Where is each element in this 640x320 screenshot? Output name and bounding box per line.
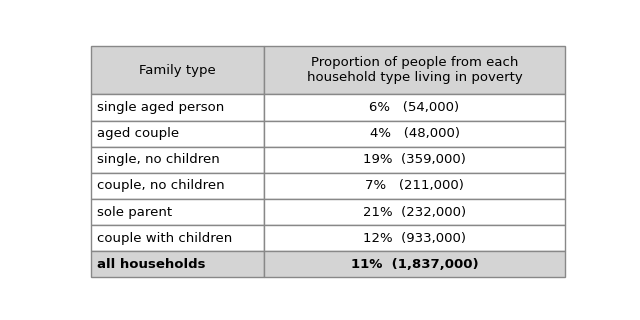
Bar [91, 199, 264, 225]
Text: couple, no children: couple, no children [97, 180, 225, 192]
Bar [91, 46, 264, 94]
Text: couple with children: couple with children [97, 232, 232, 245]
Text: 4%   (48,000): 4% (48,000) [369, 127, 460, 140]
Bar [91, 251, 264, 277]
Text: single, no children: single, no children [97, 153, 220, 166]
Text: 11%  (1,837,000): 11% (1,837,000) [351, 258, 478, 271]
Text: Family type: Family type [139, 64, 216, 76]
Text: aged couple: aged couple [97, 127, 179, 140]
Text: 12%  (933,000): 12% (933,000) [363, 232, 466, 245]
Bar [91, 147, 264, 173]
Bar [264, 147, 565, 173]
Text: 7%   (211,000): 7% (211,000) [365, 180, 464, 192]
Bar [264, 225, 565, 251]
Text: 6%   (54,000): 6% (54,000) [369, 101, 460, 114]
Text: sole parent: sole parent [97, 205, 172, 219]
Bar [264, 121, 565, 147]
Bar [264, 251, 565, 277]
Text: Proportion of people from each
household type living in poverty: Proportion of people from each household… [307, 56, 522, 84]
Bar [264, 173, 565, 199]
Bar [91, 173, 264, 199]
Bar [91, 225, 264, 251]
Text: 19%  (359,000): 19% (359,000) [363, 153, 466, 166]
Bar [264, 94, 565, 121]
Bar [91, 121, 264, 147]
Text: 21%  (232,000): 21% (232,000) [363, 205, 466, 219]
Text: all households: all households [97, 258, 205, 271]
Bar [264, 46, 565, 94]
Bar [91, 94, 264, 121]
Text: single aged person: single aged person [97, 101, 224, 114]
Bar [264, 199, 565, 225]
